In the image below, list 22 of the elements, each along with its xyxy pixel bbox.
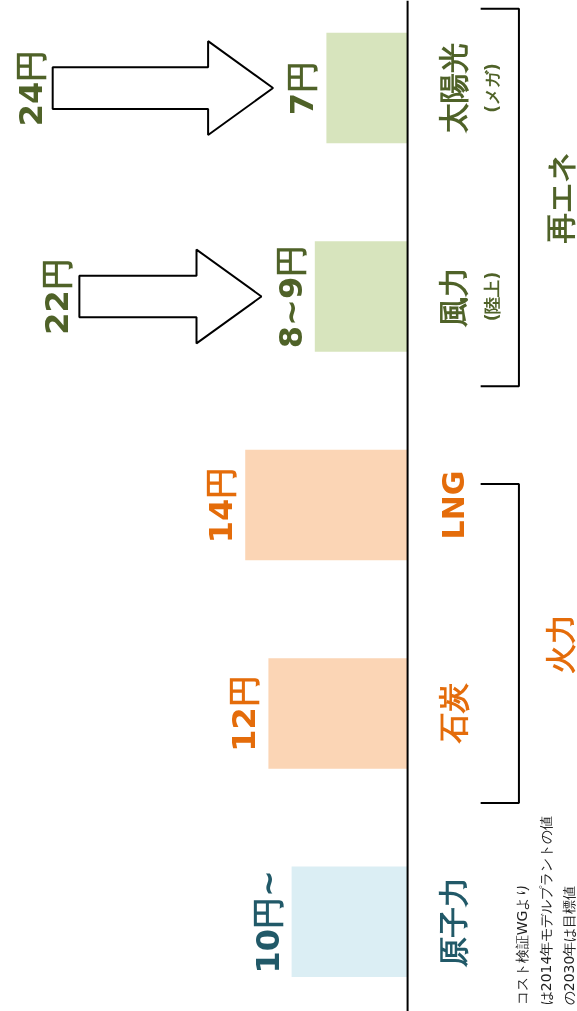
- y-tick-label: 風力 (陸上): [436, 266, 503, 328]
- annotation: は2014年モデルプラントの値: [537, 815, 554, 1006]
- bar: [268, 658, 408, 769]
- data-label: 14円: [202, 466, 241, 544]
- bar: [291, 866, 408, 978]
- y-tick-label: 太陽光 (メガ): [436, 43, 503, 135]
- annotation: 火力: [543, 613, 577, 674]
- data-label: 7円: [283, 60, 322, 116]
- bar: [245, 449, 408, 561]
- y-tick-label: 原子力: [436, 876, 472, 968]
- annotation: 24円: [11, 49, 50, 127]
- data-label: 12円: [225, 675, 264, 752]
- data-label: 10円~: [248, 870, 287, 974]
- bar: [314, 241, 408, 352]
- bar: [326, 32, 408, 144]
- y-tick-label: 石炭: [436, 683, 472, 745]
- y-tick-label: LNG: [436, 470, 472, 540]
- annotation: 再エネ: [543, 151, 577, 245]
- annotation: コスト検証WGより: [514, 882, 531, 1006]
- data-label: 8~9円: [271, 244, 310, 349]
- annotation: 22円: [38, 258, 77, 335]
- annotation: の2030年は目標値: [560, 885, 577, 1006]
